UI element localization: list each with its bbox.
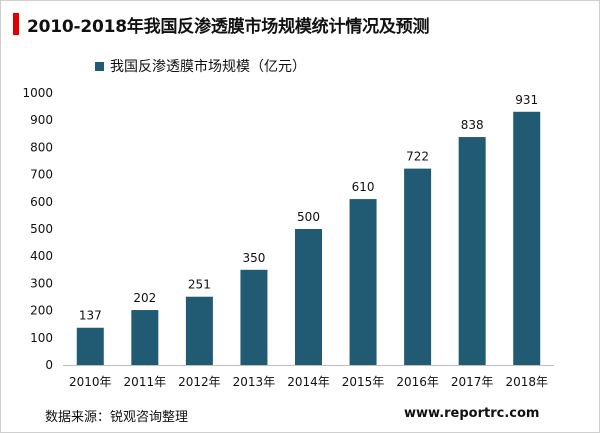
- x-tick-label: 2018年: [505, 375, 548, 389]
- data-label: 251: [188, 278, 211, 292]
- data-label: 931: [515, 93, 538, 107]
- y-tick-label: 0: [45, 358, 53, 372]
- x-tick-label: 2017年: [451, 375, 494, 389]
- x-tick-label: 2011年: [124, 375, 167, 389]
- y-tick-label: 500: [30, 222, 53, 236]
- bar: [76, 327, 104, 365]
- bar: [513, 111, 541, 365]
- bar: [240, 269, 268, 365]
- data-label: 838: [461, 118, 484, 132]
- bar: [295, 229, 322, 365]
- y-tick-label: 400: [30, 249, 53, 263]
- title-accent-bar: [13, 13, 19, 35]
- y-tick-label: 1000: [22, 86, 53, 100]
- y-tick-label: 200: [30, 304, 53, 318]
- x-tick-label: 2016年: [396, 375, 439, 389]
- x-tick-label: 2013年: [233, 375, 276, 389]
- data-label: 500: [297, 210, 320, 224]
- bar: [404, 168, 432, 365]
- y-tick-label: 800: [30, 140, 53, 154]
- legend-swatch: [95, 61, 104, 71]
- data-source: 数据来源：锐观咨询整理: [45, 410, 189, 425]
- data-label: 350: [242, 251, 265, 265]
- data-label: 137: [79, 309, 102, 323]
- website-label: www.reportrc.com: [404, 406, 540, 421]
- x-tick-label: 2010年: [69, 375, 112, 389]
- chart-title: 2010-2018年我国反渗透膜市场规模统计情况及预测: [27, 17, 430, 37]
- y-tick-label: 600: [30, 195, 53, 209]
- y-tick-label: 300: [30, 276, 53, 290]
- bar: [185, 296, 213, 365]
- bar: [458, 137, 486, 365]
- x-tick-label: 2014年: [287, 375, 330, 389]
- data-label: 722: [406, 150, 429, 164]
- bar: [131, 310, 159, 365]
- y-tick-label: 700: [30, 168, 53, 182]
- bar: [349, 199, 377, 365]
- y-tick-label: 900: [30, 113, 53, 127]
- y-tick-label: 100: [30, 331, 53, 345]
- x-tick-label: 2012年: [178, 375, 221, 389]
- legend: 我国反渗透膜市场规模（亿元）: [95, 56, 306, 76]
- legend-label: 我国反渗透膜市场规模（亿元）: [110, 59, 306, 75]
- x-tick-label: 2015年: [342, 375, 385, 389]
- data-label: 202: [133, 291, 156, 305]
- data-label: 610: [352, 180, 375, 194]
